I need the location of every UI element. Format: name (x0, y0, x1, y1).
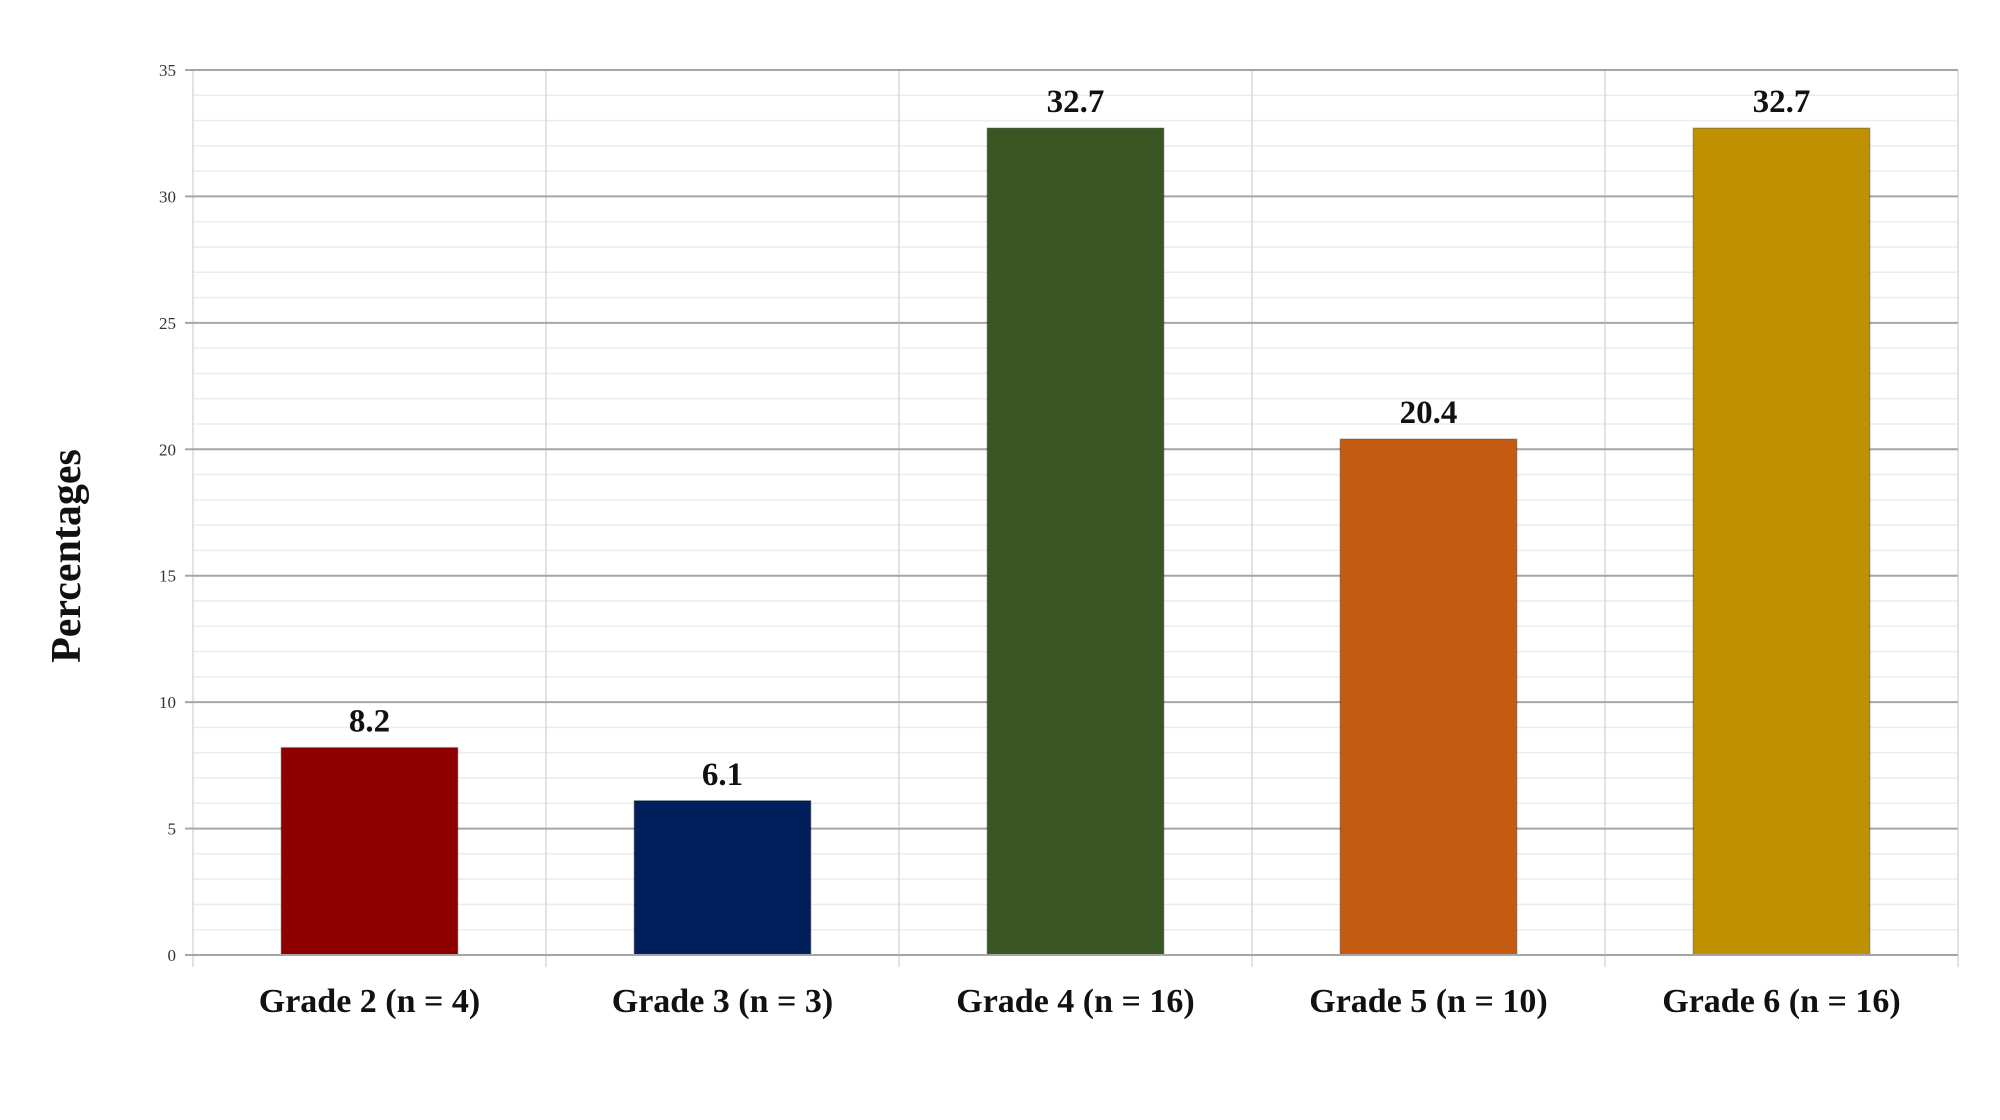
y-tick-label: 10 (159, 693, 176, 712)
y-tick-label: 5 (168, 820, 177, 839)
bars (280, 127, 1871, 956)
bar (633, 800, 812, 956)
data-label: 20.4 (1400, 395, 1458, 431)
x-category-label: Grade 2 (n = 4) (259, 983, 480, 1020)
axes: 0 5 10 15 20 25 30 35 (159, 61, 1958, 965)
data-label: 8.2 (349, 704, 390, 740)
labels: 8.2 Grade 2 (n = 4) 6.1 Grade 3 (n = 3) 32.7… (259, 84, 1901, 1020)
bar (1692, 127, 1871, 956)
bar (280, 746, 459, 956)
x-category-label: Grade 4 (n = 16) (956, 983, 1194, 1020)
x-category-label: Grade 3 (n = 3) (612, 983, 833, 1020)
y-axis-title: Percentages (44, 449, 90, 663)
y-tick-label: 15 (159, 567, 176, 586)
x-category-label: Grade 5 (n = 10) (1309, 983, 1547, 1020)
data-label: 6.1 (702, 757, 743, 793)
data-label: 32.7 (1753, 84, 1811, 120)
y-tick-label: 25 (159, 314, 176, 333)
y-tick-label: 35 (159, 61, 176, 80)
bar (986, 127, 1165, 956)
y-tick-label: 0 (168, 946, 177, 965)
x-category-label: Grade 6 (n = 16) (1662, 983, 1900, 1020)
y-tick-label: 30 (159, 187, 176, 206)
bar (1339, 438, 1518, 956)
y-tick-label: 20 (159, 440, 176, 459)
data-label: 32.7 (1047, 84, 1105, 120)
